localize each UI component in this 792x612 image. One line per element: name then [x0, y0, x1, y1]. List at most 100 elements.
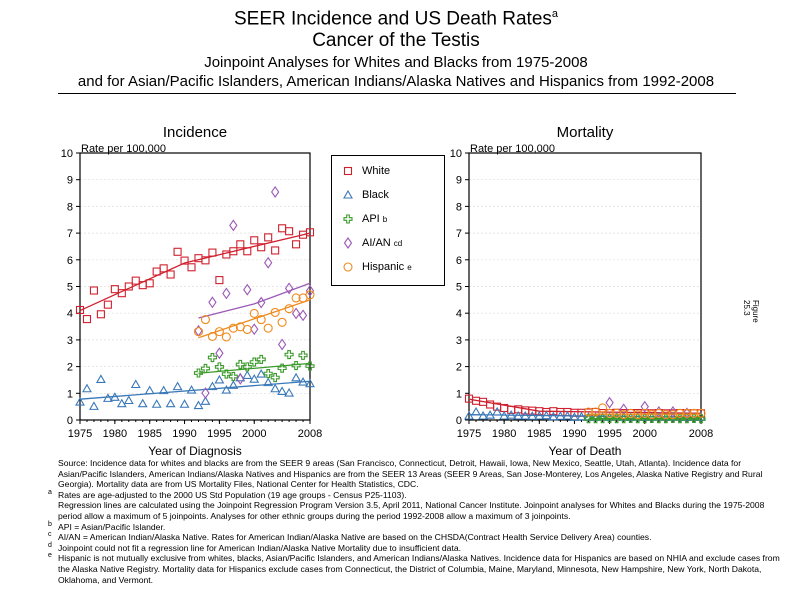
hispanic-point: [277, 317, 287, 327]
black-point: [471, 406, 481, 416]
black-point: [569, 412, 580, 421]
y-axis-label: Rate per 100,000: [81, 143, 166, 155]
footnote-mark: e: [48, 552, 52, 560]
black-point: [151, 399, 162, 408]
footnote: e Hispanic is not mutually exclusive from…: [48, 552, 782, 585]
x-tick-label: 1990: [172, 428, 196, 440]
footnote: Source: Incidence data for whites and bl…: [52, 458, 782, 490]
mortality-panel-title: Mortality: [556, 124, 614, 141]
legend-label: API: [362, 213, 380, 225]
ai-an-point: [229, 219, 238, 232]
hispanic-point: [207, 331, 217, 341]
y-tick-label: 0: [456, 415, 462, 427]
y-tick-label: 9: [456, 175, 462, 187]
y-tick-label: 10: [450, 148, 462, 160]
hispanic-point: [668, 410, 678, 420]
ai-an-point: [201, 387, 210, 399]
plot-frame: [79, 152, 311, 421]
y-tick-label: 5: [456, 282, 462, 294]
black-point: [221, 384, 232, 394]
white-point: [96, 310, 105, 319]
white-point: [257, 243, 266, 252]
api-point: [228, 371, 238, 382]
black-point: [506, 410, 517, 419]
hispanic-point: [200, 315, 211, 325]
white-point: [278, 224, 287, 233]
y-tick-label: 4: [67, 308, 73, 320]
api-point: [633, 414, 643, 424]
y-tick-label: 6: [456, 255, 462, 267]
hispanic-point: [305, 290, 315, 300]
hispanic-point: [256, 315, 266, 325]
ai-an-point: [215, 347, 224, 360]
legend-item: AI/AN cd: [342, 235, 402, 251]
x-tick-label: 2008: [689, 428, 713, 440]
white-point: [208, 248, 217, 257]
legend-item: Black: [342, 187, 389, 203]
black-point: [144, 385, 155, 395]
black-point: [270, 383, 281, 393]
black-point: [298, 376, 308, 386]
triangle-marker: [343, 189, 353, 199]
black-trend-line: [79, 380, 311, 400]
api-point: [284, 350, 294, 360]
legend-item: Hispanic e: [342, 259, 412, 275]
api-point: [277, 363, 287, 373]
ai-an-point: [277, 338, 287, 351]
black-point: [249, 374, 260, 383]
legend-footnote-mark: b: [382, 214, 388, 224]
white-point: [305, 228, 315, 237]
footnote-mark: a: [48, 488, 52, 496]
black-point: [228, 380, 239, 389]
black-point: [137, 398, 148, 408]
y-tick-label: 2: [67, 362, 73, 374]
footnote-text: AI/AN = American Indian/Alaska Native. R…: [58, 532, 652, 543]
black-point: [611, 411, 622, 421]
plus-marker-icon: [343, 214, 353, 224]
ai-an-point: [284, 282, 294, 295]
y-tick-label: 6: [67, 255, 73, 267]
hispanic-trend-line: [198, 299, 311, 339]
footnote-mark: c: [48, 531, 52, 539]
black-point: [632, 411, 643, 421]
circle-marker: [343, 262, 353, 272]
white-point: [103, 300, 112, 309]
black-point: [242, 370, 253, 379]
hispanic-point: [626, 408, 636, 418]
white-point: [173, 247, 182, 256]
y-tick-label: 1: [67, 388, 73, 400]
black-point: [485, 410, 496, 419]
white-point: [229, 247, 238, 256]
hispanic-point: [284, 304, 294, 314]
diamond-marker-icon: [343, 237, 353, 249]
mortality-chart: 0 1 2 3 4 5 6 7 8 9 10 1975 1980 1985 1990 1995 2000 2008…: [450, 143, 713, 458]
y-tick-label: 0: [67, 415, 73, 427]
white-point: [180, 256, 189, 265]
api-point: [207, 352, 217, 363]
black-point: [305, 378, 315, 388]
api-point: [200, 363, 211, 374]
hispanic-point: [612, 408, 622, 418]
api-trend-line: [198, 362, 311, 374]
api-point: [590, 414, 601, 424]
x-axis-label: Year of Diagnosis: [148, 444, 242, 458]
y-tick-label: 8: [67, 201, 73, 213]
api-point: [661, 414, 671, 424]
white-point: [292, 240, 301, 249]
white-point: [271, 246, 280, 255]
white-point: [187, 263, 196, 272]
black-point: [82, 383, 92, 393]
hispanic-point: [583, 407, 594, 417]
square-marker: [343, 166, 353, 176]
white-point: [264, 233, 273, 242]
api-point: [305, 361, 315, 371]
footnote-text: Joinpoint could not fit a regression lin…: [58, 542, 462, 553]
black-point: [284, 387, 295, 397]
ai-an-point: [250, 323, 259, 336]
y-tick-label: 5: [67, 282, 73, 294]
white-point: [236, 240, 245, 249]
x-axis-label: Year of Death: [549, 444, 622, 458]
hispanic-point: [598, 403, 608, 413]
plus-marker: [343, 214, 353, 224]
